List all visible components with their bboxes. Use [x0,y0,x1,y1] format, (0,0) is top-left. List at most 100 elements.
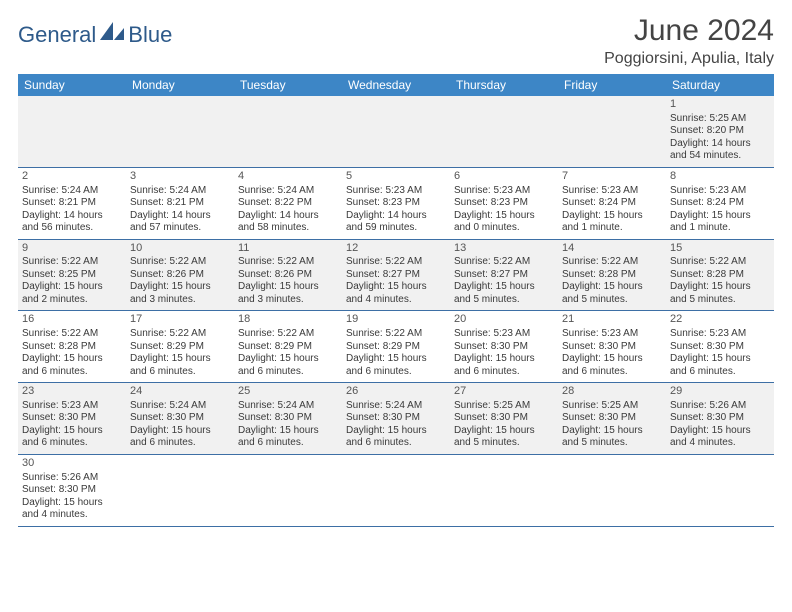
sunrise-line: Sunrise: 5:22 AM [22,328,122,341]
day-cell: 9Sunrise: 5:22 AMSunset: 8:25 PMDaylight… [18,239,126,311]
daylight-line: Daylight: 14 hours and 59 minutes. [346,210,446,235]
daylight-line: Daylight: 15 hours and 4 minutes. [22,497,122,522]
daylight-line: Daylight: 15 hours and 1 minute. [562,210,662,235]
day-cell: 20Sunrise: 5:23 AMSunset: 8:30 PMDayligh… [450,311,558,383]
day-number: 2 [22,170,122,184]
daylight-line: Daylight: 15 hours and 6 minutes. [22,425,122,450]
sunrise-line: Sunrise: 5:24 AM [238,400,338,413]
day-number: 25 [238,385,338,399]
day-cell: 10Sunrise: 5:22 AMSunset: 8:26 PMDayligh… [126,239,234,311]
day-number: 28 [562,385,662,399]
calendar-row: 30Sunrise: 5:26 AMSunset: 8:30 PMDayligh… [18,454,774,526]
day-number: 29 [670,385,770,399]
daylight-line: Daylight: 15 hours and 6 minutes. [238,425,338,450]
sunset-line: Sunset: 8:27 PM [346,269,446,282]
sunrise-line: Sunrise: 5:23 AM [562,185,662,198]
day-cell: 16Sunrise: 5:22 AMSunset: 8:28 PMDayligh… [18,311,126,383]
empty-cell [558,454,666,526]
daylight-line: Daylight: 15 hours and 3 minutes. [238,281,338,306]
day-number: 23 [22,385,122,399]
sunrise-line: Sunrise: 5:26 AM [22,472,122,485]
sunset-line: Sunset: 8:26 PM [238,269,338,282]
day-number: 14 [562,242,662,256]
day-cell: 21Sunrise: 5:23 AMSunset: 8:30 PMDayligh… [558,311,666,383]
day-cell: 13Sunrise: 5:22 AMSunset: 8:27 PMDayligh… [450,239,558,311]
sunset-line: Sunset: 8:26 PM [130,269,230,282]
day-cell: 30Sunrise: 5:26 AMSunset: 8:30 PMDayligh… [18,454,126,526]
empty-cell [126,96,234,167]
daylight-line: Daylight: 15 hours and 6 minutes. [22,353,122,378]
weekday-header: Saturday [666,74,774,96]
daylight-line: Daylight: 15 hours and 5 minutes. [670,281,770,306]
sunset-line: Sunset: 8:28 PM [670,269,770,282]
sunrise-line: Sunrise: 5:25 AM [454,400,554,413]
sunrise-line: Sunrise: 5:25 AM [670,113,770,126]
daylight-line: Daylight: 15 hours and 6 minutes. [670,353,770,378]
day-cell: 17Sunrise: 5:22 AMSunset: 8:29 PMDayligh… [126,311,234,383]
empty-cell [342,454,450,526]
sunset-line: Sunset: 8:30 PM [130,412,230,425]
sunrise-line: Sunrise: 5:24 AM [346,400,446,413]
empty-cell [234,96,342,167]
day-cell: 28Sunrise: 5:25 AMSunset: 8:30 PMDayligh… [558,383,666,455]
day-cell: 29Sunrise: 5:26 AMSunset: 8:30 PMDayligh… [666,383,774,455]
sunset-line: Sunset: 8:22 PM [238,197,338,210]
weekday-header: Tuesday [234,74,342,96]
weekday-header: Friday [558,74,666,96]
day-cell: 5Sunrise: 5:23 AMSunset: 8:23 PMDaylight… [342,167,450,239]
day-number: 13 [454,242,554,256]
sunset-line: Sunset: 8:30 PM [562,341,662,354]
day-number: 26 [346,385,446,399]
day-number: 8 [670,170,770,184]
sunrise-line: Sunrise: 5:22 AM [130,328,230,341]
daylight-line: Daylight: 15 hours and 0 minutes. [454,210,554,235]
day-number: 27 [454,385,554,399]
day-number: 11 [238,242,338,256]
calendar-row: 1Sunrise: 5:25 AMSunset: 8:20 PMDaylight… [18,96,774,167]
sunset-line: Sunset: 8:27 PM [454,269,554,282]
sunset-line: Sunset: 8:30 PM [562,412,662,425]
calendar-row: 16Sunrise: 5:22 AMSunset: 8:28 PMDayligh… [18,311,774,383]
sunset-line: Sunset: 8:21 PM [130,197,230,210]
sail-icon [100,22,126,48]
sunset-line: Sunset: 8:29 PM [130,341,230,354]
day-number: 9 [22,242,122,256]
daylight-line: Daylight: 14 hours and 56 minutes. [22,210,122,235]
day-cell: 7Sunrise: 5:23 AMSunset: 8:24 PMDaylight… [558,167,666,239]
daylight-line: Daylight: 15 hours and 1 minute. [670,210,770,235]
sunset-line: Sunset: 8:21 PM [22,197,122,210]
day-cell: 2Sunrise: 5:24 AMSunset: 8:21 PMDaylight… [18,167,126,239]
day-cell: 11Sunrise: 5:22 AMSunset: 8:26 PMDayligh… [234,239,342,311]
day-cell: 15Sunrise: 5:22 AMSunset: 8:28 PMDayligh… [666,239,774,311]
sunrise-line: Sunrise: 5:22 AM [22,256,122,269]
sunset-line: Sunset: 8:30 PM [670,341,770,354]
day-cell: 14Sunrise: 5:22 AMSunset: 8:28 PMDayligh… [558,239,666,311]
sunset-line: Sunset: 8:28 PM [22,341,122,354]
day-number: 15 [670,242,770,256]
day-number: 3 [130,170,230,184]
day-number: 24 [130,385,230,399]
empty-cell [450,96,558,167]
sunrise-line: Sunrise: 5:23 AM [454,185,554,198]
sunset-line: Sunset: 8:29 PM [238,341,338,354]
daylight-line: Daylight: 15 hours and 4 minutes. [670,425,770,450]
day-number: 30 [22,457,122,471]
calendar-row: 9Sunrise: 5:22 AMSunset: 8:25 PMDaylight… [18,239,774,311]
logo: General Blue [18,14,172,48]
daylight-line: Daylight: 15 hours and 4 minutes. [346,281,446,306]
calendar-row: 2Sunrise: 5:24 AMSunset: 8:21 PMDaylight… [18,167,774,239]
weekday-header: Wednesday [342,74,450,96]
daylight-line: Daylight: 14 hours and 54 minutes. [670,138,770,163]
day-cell: 8Sunrise: 5:23 AMSunset: 8:24 PMDaylight… [666,167,774,239]
sunset-line: Sunset: 8:30 PM [22,484,122,497]
day-number: 1 [670,98,770,112]
day-number: 10 [130,242,230,256]
empty-cell [126,454,234,526]
calendar-body: 1Sunrise: 5:25 AMSunset: 8:20 PMDaylight… [18,96,774,526]
logo-text-1: General [18,22,96,48]
sunrise-line: Sunrise: 5:24 AM [238,185,338,198]
day-cell: 4Sunrise: 5:24 AMSunset: 8:22 PMDaylight… [234,167,342,239]
sunset-line: Sunset: 8:30 PM [454,412,554,425]
header: General Blue June 2024 Poggiorsini, Apul… [18,14,774,68]
sunrise-line: Sunrise: 5:24 AM [22,185,122,198]
